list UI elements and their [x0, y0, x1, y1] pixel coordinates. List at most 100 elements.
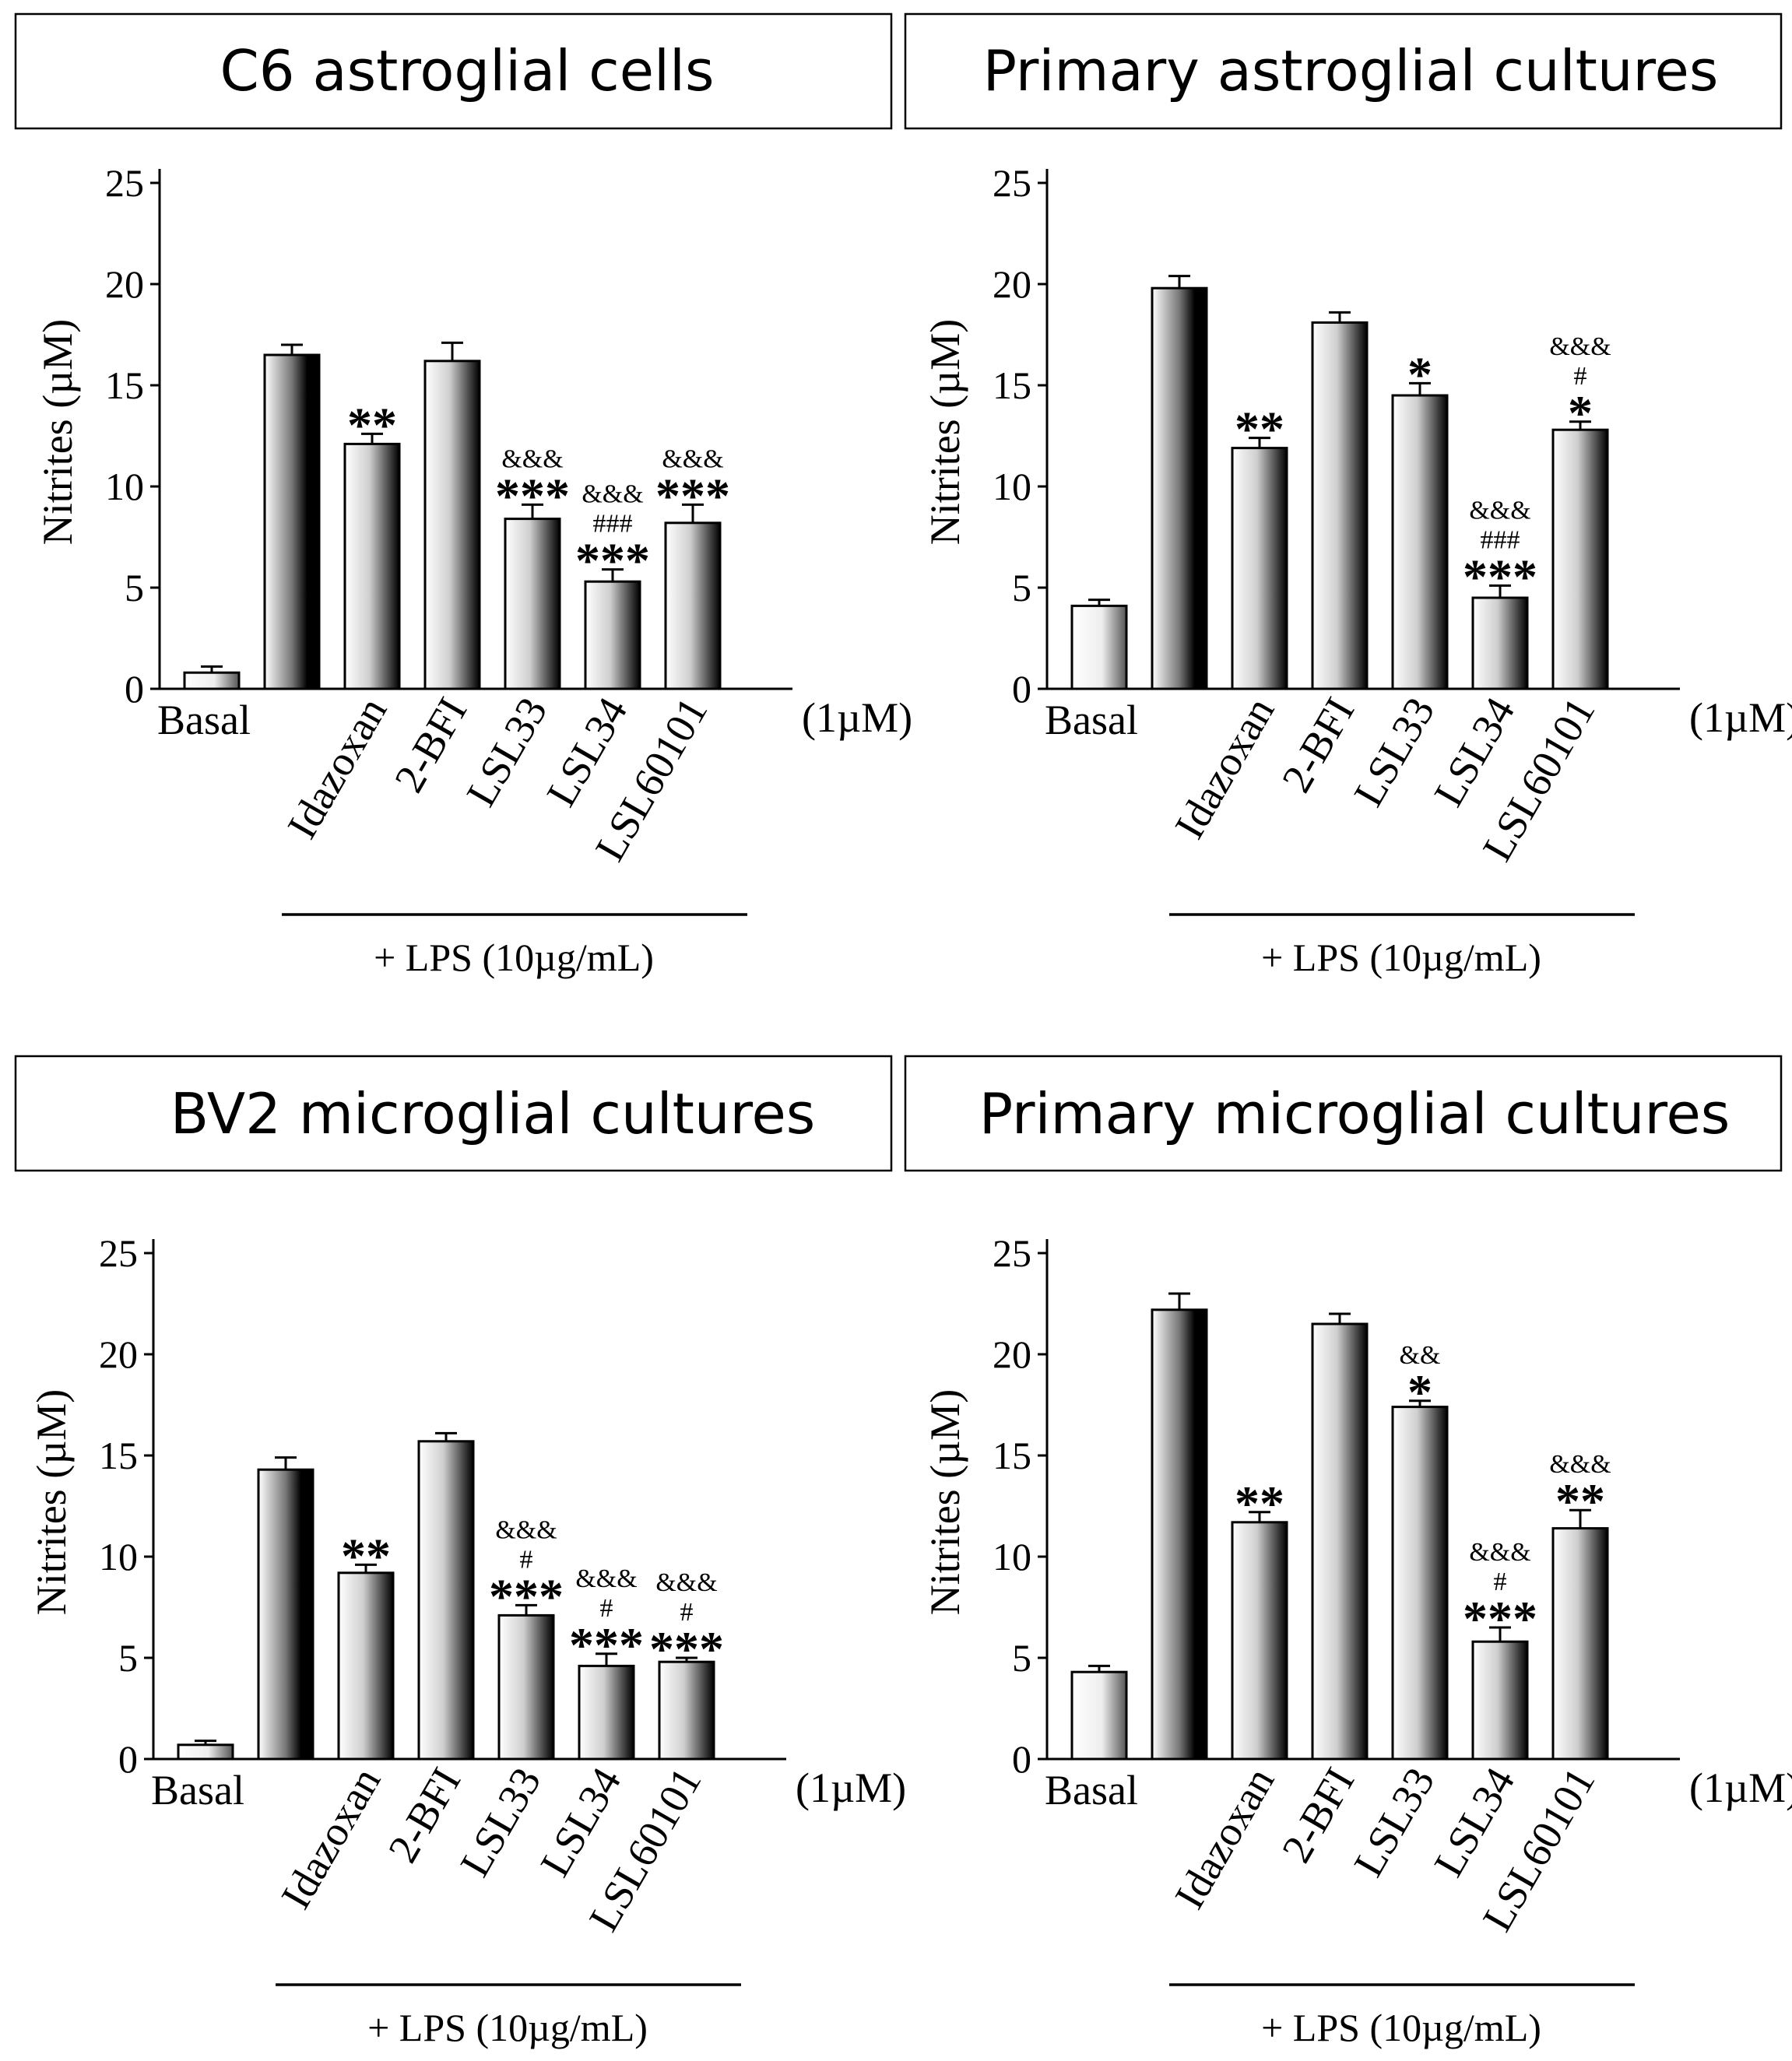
significance-mark: ###	[1481, 525, 1520, 554]
bar-idazoxan	[1231, 447, 1288, 690]
bar-basal	[183, 671, 241, 690]
chart-title: Primary microglial cultures	[979, 1081, 1731, 1146]
title-box	[904, 12, 1783, 130]
title-box	[14, 1055, 893, 1172]
unit-note: (1µM)	[1689, 1764, 1792, 1811]
significance-mark: &&&	[575, 1564, 637, 1593]
y-tick-label: 15	[105, 363, 144, 407]
y-tick-label: 5	[1012, 1636, 1031, 1680]
category-label: LSL33	[451, 1760, 550, 1884]
significance-mark: **	[347, 397, 397, 452]
bar-idazoxan	[343, 442, 401, 690]
significance-mark: &&	[1400, 1341, 1441, 1370]
category-label: LSL33	[1344, 1760, 1443, 1884]
bar-lsl33	[497, 1613, 555, 1761]
treatment-label: + LPS (10µg/mL)	[1261, 2006, 1541, 2049]
title-box	[14, 12, 893, 130]
chart-panel-4: Primary microglial cultures 0 5 10 15 20 25 Nit…	[904, 1055, 1792, 2049]
significance-mark: &&&	[501, 444, 563, 473]
unit-note: (1µM)	[796, 1764, 906, 1811]
y-tick-label: 20	[105, 262, 144, 306]
y-axis-title: Nitrites (µM)	[34, 319, 81, 546]
y-axis-title: Nitrites (µM)	[28, 1389, 75, 1616]
chart-title: C6 astroglial cells	[220, 38, 714, 104]
category-label: Idazoxan	[1165, 690, 1283, 846]
significance-mark: &&&	[1549, 1450, 1611, 1479]
bar-2-bfi	[1311, 321, 1369, 690]
chart-panel-3: BV2 microglial cultures 0 5 10 15 20 25 Nitrite…	[14, 1055, 906, 2049]
chart-panel-2: Primary astroglial cultures 0 5 10 15 20 25 Nit…	[904, 12, 1792, 979]
unit-note: (1µM)	[1689, 694, 1792, 741]
bar-basal	[1070, 1670, 1128, 1761]
significance-mark: **	[1555, 1473, 1605, 1529]
y-tick-label: 10	[105, 465, 144, 508]
bar-lsl60101	[664, 521, 722, 690]
category-label: Basal	[157, 697, 251, 743]
y-tick-label: 10	[993, 1535, 1031, 1578]
category-label: Basal	[1045, 697, 1138, 743]
category-label: Idazoxan	[272, 1760, 389, 1916]
significance-mark: ***	[655, 468, 730, 523]
unit-note: (1µM)	[802, 694, 912, 741]
y-tick-label: 5	[118, 1636, 138, 1680]
significance-mark: **	[1235, 402, 1284, 457]
y-tick-label: 15	[99, 1434, 138, 1477]
y-tick-label: 5	[1012, 566, 1031, 609]
y-tick-label: 25	[105, 161, 144, 205]
bar-lsl60101	[1551, 428, 1609, 690]
category-label: LSL33	[1344, 690, 1443, 814]
significance-mark: *	[1407, 346, 1432, 402]
significance-mark: ***	[1463, 1591, 1537, 1646]
significance-mark: ***	[569, 1617, 644, 1673]
bar-lps-only	[1151, 1308, 1208, 1761]
bar-lsl34	[1471, 596, 1529, 690]
y-tick-label: 25	[993, 1231, 1031, 1275]
significance-mark: &&&	[582, 480, 643, 509]
bar-2-bfi	[423, 360, 481, 690]
y-tick-label: 0	[118, 1737, 138, 1781]
significance-mark: #	[1574, 362, 1587, 391]
significance-mark: #	[600, 1594, 613, 1623]
significance-mark: *	[1568, 385, 1593, 441]
chart-title: BV2 microglial cultures	[170, 1081, 816, 1146]
treatment-label: + LPS (10µg/mL)	[1261, 936, 1541, 979]
significance-mark: ###	[593, 510, 633, 539]
y-tick-label: 0	[1012, 1737, 1031, 1781]
treatment-label: + LPS (10µg/mL)	[367, 2006, 648, 2049]
significance-mark: &&&	[1469, 496, 1530, 525]
significance-mark: ***	[1463, 549, 1537, 604]
bar-basal	[1070, 604, 1128, 690]
bar-2-bfi	[1311, 1322, 1369, 1761]
y-tick-label: 20	[99, 1332, 138, 1376]
significance-mark: &&&	[662, 444, 723, 473]
y-tick-label: 20	[993, 1332, 1031, 1376]
title-box	[904, 1055, 1783, 1172]
y-tick-label: 0	[125, 667, 144, 711]
chart-panel-1: C6 astroglial cells 0 5 10 15 20 25 Nitrites (µ…	[14, 12, 912, 979]
significance-mark: #	[680, 1598, 694, 1627]
bar-lsl60101	[1551, 1527, 1609, 1761]
category-label: Idazoxan	[1165, 1760, 1283, 1916]
y-axis-title: Nitrites (µM)	[922, 319, 968, 546]
bar-lsl33	[504, 518, 561, 690]
bar-idazoxan	[1231, 1521, 1288, 1761]
y-tick-label: 0	[1012, 667, 1031, 711]
category-label: Idazoxan	[278, 690, 395, 846]
bar-lsl34	[1471, 1640, 1529, 1761]
significance-mark: &&&	[1549, 332, 1611, 361]
y-tick-label: 20	[993, 262, 1031, 306]
y-tick-label: 5	[125, 566, 144, 609]
bar-lps-only	[1151, 286, 1208, 690]
category-label: Basal	[1045, 1767, 1138, 1813]
significance-mark: #	[1494, 1568, 1507, 1596]
bar-lsl33	[1391, 394, 1449, 690]
significance-mark: *	[1407, 1364, 1432, 1420]
y-tick-label: 25	[993, 161, 1031, 205]
significance-mark: ***	[575, 533, 650, 588]
category-label: LSL33	[457, 690, 556, 814]
bar-2-bfi	[417, 1440, 475, 1761]
significance-mark: ***	[495, 468, 570, 523]
bar-lsl34	[578, 1664, 635, 1761]
treatment-label: + LPS (10µg/mL)	[374, 936, 654, 979]
chart-title: Primary astroglial cultures	[983, 38, 1719, 104]
